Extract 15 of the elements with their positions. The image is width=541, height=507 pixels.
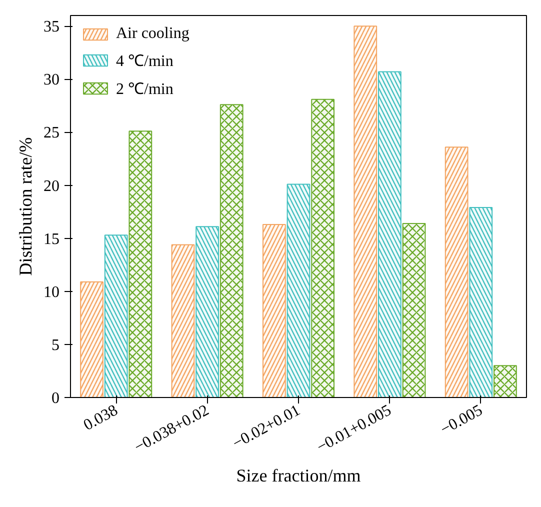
x-tick-label: 0.038 [80, 402, 121, 434]
y-tick-label: 5 [52, 336, 60, 354]
legend-label: 2 ℃/min [116, 80, 174, 99]
x-tick-label: −0.005 [438, 402, 486, 438]
y-tick-label: 15 [44, 230, 60, 248]
legend-label: Air cooling [116, 25, 190, 43]
y-tick-label: 20 [44, 178, 60, 195]
legend-label: 4 ℃/min [116, 52, 174, 71]
y-axis-title: Distribution rate/% [16, 137, 36, 276]
y-tick-label: 0 [52, 390, 60, 407]
y-tick-label: 30 [44, 72, 60, 89]
y-tick-label: 25 [44, 124, 60, 142]
y-tick-label: 10 [44, 284, 60, 301]
x-axis-title: Size fraction/mm [236, 465, 361, 486]
y-tick-label: 35 [44, 18, 60, 36]
